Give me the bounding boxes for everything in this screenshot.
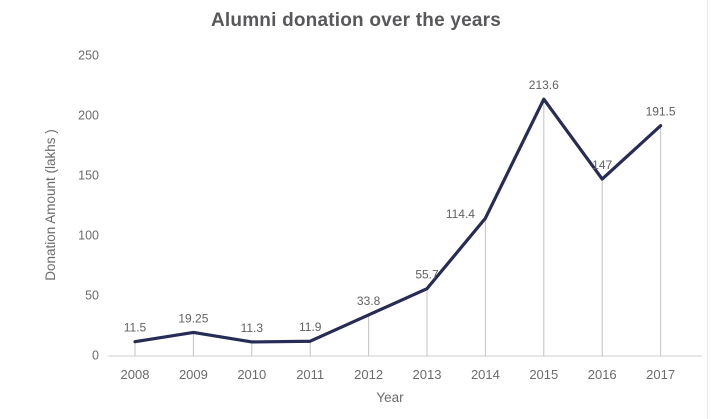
data-point-label: 11.5 (124, 321, 147, 335)
data-point-label: 19.25 (178, 311, 208, 325)
x-tick-label: 2017 (646, 367, 675, 382)
y-tick-label: 200 (78, 109, 99, 123)
x-tick-label: 2010 (237, 367, 266, 382)
data-line-series (133, 97, 663, 344)
y-tick-label: 150 (78, 169, 99, 183)
data-point-label: 213.6 (529, 78, 559, 92)
y-tick-label: 100 (78, 229, 99, 243)
x-axis-title: Year (376, 390, 404, 405)
y-axis-title: Donation Amount (lakhs ) (43, 129, 58, 281)
data-point-label: 191.5 (646, 105, 676, 119)
x-tick-label: 2015 (529, 367, 558, 382)
data-point-label: 147 (592, 158, 612, 172)
x-tick-label: 2008 (121, 367, 150, 382)
x-tick-label: 2012 (354, 367, 383, 382)
y-tick-label: 50 (85, 289, 99, 303)
data-point-label: 55.7 (415, 268, 439, 282)
x-tick-label: 2013 (413, 367, 442, 382)
data-point-label: 11.9 (299, 320, 322, 334)
data-point-label: 114.4 (446, 207, 475, 221)
slide-edge-line (707, 0, 708, 419)
y-tick-label: 0 (92, 349, 99, 363)
x-tick-label: 2009 (179, 367, 208, 382)
x-tick-label: 2011 (296, 367, 324, 382)
chart-title: Alumni donation over the years (211, 10, 501, 31)
data-point-label: 11.3 (241, 321, 264, 335)
y-tick-label: 250 (78, 49, 99, 63)
x-tick-label: 2014 (471, 367, 500, 382)
x-tick-label: 2016 (588, 367, 617, 382)
data-point-label: 33.8 (357, 294, 381, 308)
